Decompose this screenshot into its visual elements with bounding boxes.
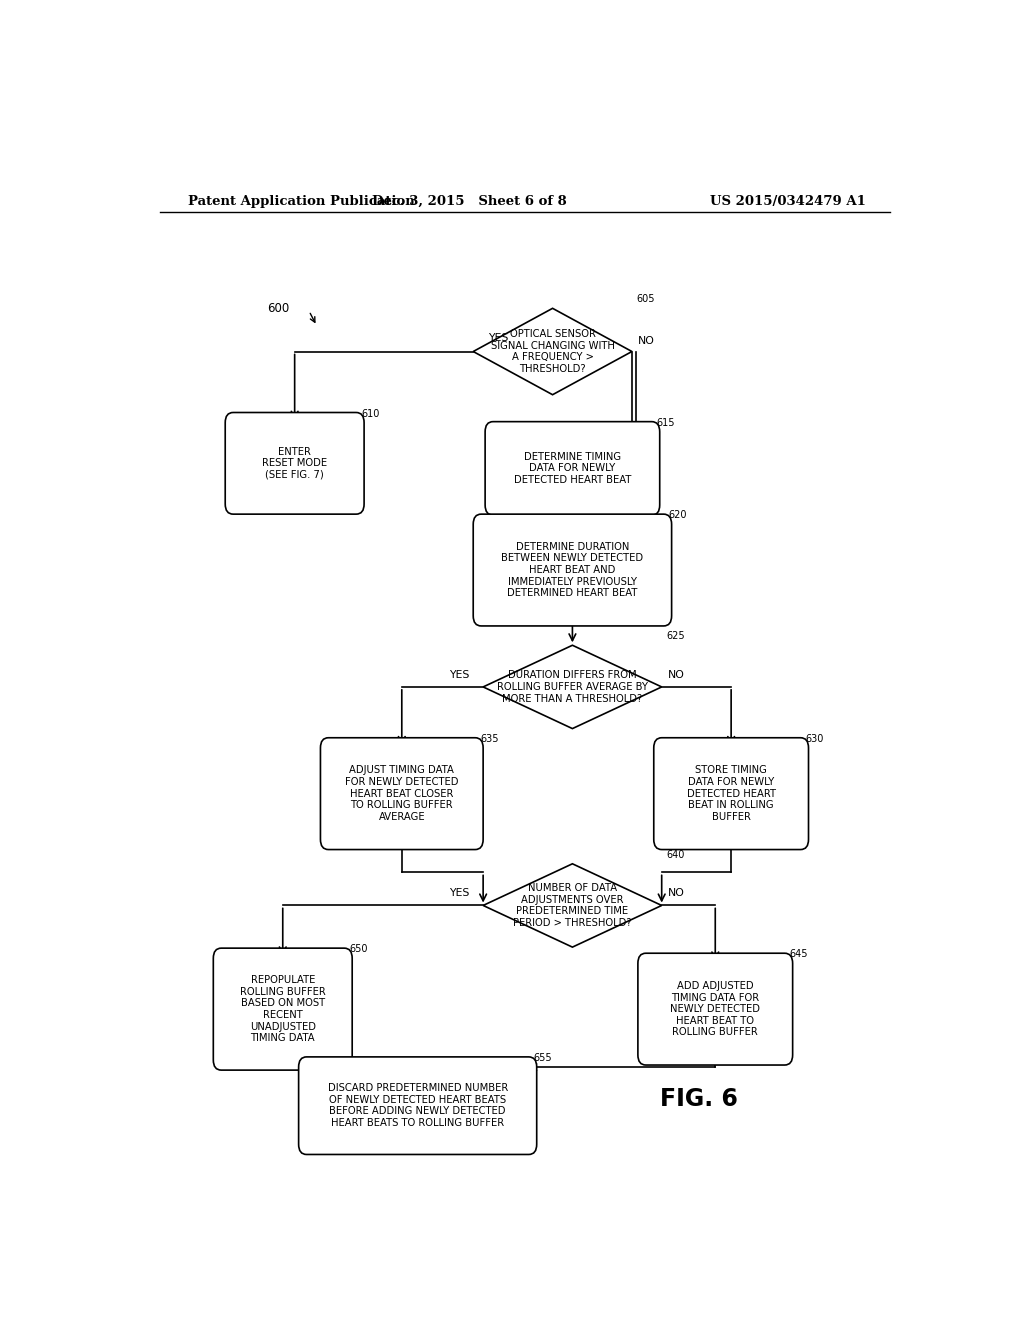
Text: ENTER
RESET MODE
(SEE FIG. 7): ENTER RESET MODE (SEE FIG. 7): [262, 446, 328, 480]
Text: Dec. 3, 2015   Sheet 6 of 8: Dec. 3, 2015 Sheet 6 of 8: [372, 194, 566, 207]
FancyBboxPatch shape: [213, 948, 352, 1071]
Text: DETERMINE DURATION
BETWEEN NEWLY DETECTED
HEART BEAT AND
IMMEDIATELY PREVIOUSLY
: DETERMINE DURATION BETWEEN NEWLY DETECTE…: [502, 541, 643, 598]
Text: 615: 615: [656, 417, 675, 428]
Text: 655: 655: [534, 1053, 552, 1063]
Text: 645: 645: [790, 949, 808, 960]
Text: 650: 650: [349, 944, 368, 954]
Text: 630: 630: [805, 734, 823, 744]
Polygon shape: [473, 309, 632, 395]
Text: ADD ADJUSTED
TIMING DATA FOR
NEWLY DETECTED
HEART BEAT TO
ROLLING BUFFER: ADD ADJUSTED TIMING DATA FOR NEWLY DETEC…: [671, 981, 760, 1038]
Text: 640: 640: [667, 850, 685, 859]
Text: NO: NO: [638, 337, 654, 346]
FancyBboxPatch shape: [485, 421, 659, 515]
Text: 635: 635: [480, 734, 499, 744]
Text: 610: 610: [360, 409, 379, 418]
Text: NO: NO: [668, 888, 684, 898]
Text: STORE TIMING
DATA FOR NEWLY
DETECTED HEART
BEAT IN ROLLING
BUFFER: STORE TIMING DATA FOR NEWLY DETECTED HEA…: [687, 766, 775, 822]
Text: NUMBER OF DATA
ADJUSTMENTS OVER
PREDETERMINED TIME
PERIOD > THRESHOLD?: NUMBER OF DATA ADJUSTMENTS OVER PREDETER…: [513, 883, 632, 928]
FancyBboxPatch shape: [653, 738, 809, 850]
Polygon shape: [483, 863, 662, 948]
Text: YES: YES: [450, 669, 470, 680]
Text: 605: 605: [637, 294, 655, 304]
Text: ADJUST TIMING DATA
FOR NEWLY DETECTED
HEART BEAT CLOSER
TO ROLLING BUFFER
AVERAG: ADJUST TIMING DATA FOR NEWLY DETECTED HE…: [345, 766, 459, 822]
Text: YES: YES: [450, 888, 470, 898]
Text: DISCARD PREDETERMINED NUMBER
OF NEWLY DETECTED HEART BEATS
BEFORE ADDING NEWLY D: DISCARD PREDETERMINED NUMBER OF NEWLY DE…: [328, 1084, 508, 1129]
Text: 625: 625: [667, 631, 685, 642]
Text: YES: YES: [488, 334, 509, 343]
Text: 600: 600: [267, 302, 289, 315]
Text: DETERMINE TIMING
DATA FOR NEWLY
DETECTED HEART BEAT: DETERMINE TIMING DATA FOR NEWLY DETECTED…: [514, 451, 631, 484]
Text: REPOPULATE
ROLLING BUFFER
BASED ON MOST
RECENT
UNADJUSTED
TIMING DATA: REPOPULATE ROLLING BUFFER BASED ON MOST …: [240, 975, 326, 1043]
Text: US 2015/0342479 A1: US 2015/0342479 A1: [711, 194, 866, 207]
Text: FIG. 6: FIG. 6: [660, 1086, 738, 1110]
FancyBboxPatch shape: [321, 738, 483, 850]
Text: Patent Application Publication: Patent Application Publication: [187, 194, 415, 207]
Polygon shape: [483, 645, 662, 729]
Text: DURATION DIFFERS FROM
ROLLING BUFFER AVERAGE BY
MORE THAN A THRESHOLD?: DURATION DIFFERS FROM ROLLING BUFFER AVE…: [497, 671, 648, 704]
FancyBboxPatch shape: [225, 413, 365, 515]
Text: OPTICAL SENSOR
SIGNAL CHANGING WITH
A FREQUENCY >
THRESHOLD?: OPTICAL SENSOR SIGNAL CHANGING WITH A FR…: [490, 329, 614, 374]
Text: 620: 620: [669, 511, 687, 520]
Text: NO: NO: [668, 669, 684, 680]
FancyBboxPatch shape: [299, 1057, 537, 1155]
FancyBboxPatch shape: [473, 515, 672, 626]
FancyBboxPatch shape: [638, 953, 793, 1065]
